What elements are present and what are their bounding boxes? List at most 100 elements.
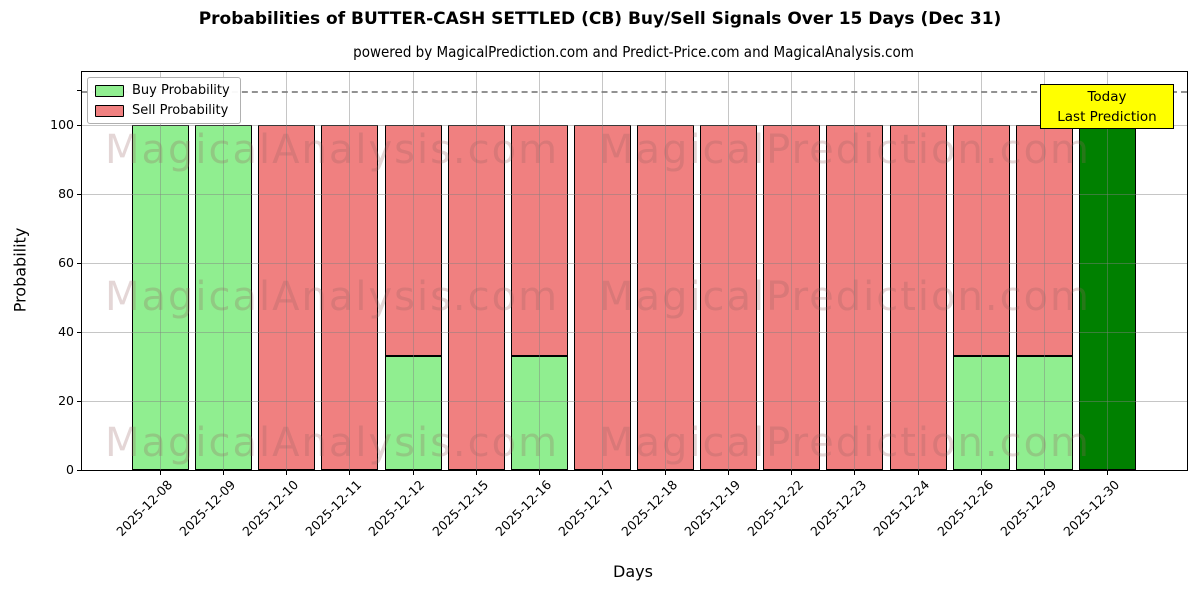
x-axis-tick	[917, 470, 919, 475]
x-axis-tick	[1106, 470, 1108, 475]
bar-2025-12-23	[826, 125, 884, 470]
x-tick-label: 2025-12-19	[681, 477, 744, 539]
bar-segment-buy-probability	[510, 356, 568, 470]
x-axis-tick	[160, 470, 161, 475]
x-axis-tick	[980, 470, 982, 475]
bar-2025-12-19	[700, 125, 758, 470]
bar-segment-buy-probability	[384, 356, 442, 470]
vertical-gridline	[917, 72, 919, 470]
chart-subtitle: powered by MagicalPrediction.com and Pre…	[353, 43, 914, 61]
bar-2025-12-08	[132, 125, 189, 470]
bar-2025-12-10	[258, 125, 316, 470]
horizontal-gridline	[82, 262, 1187, 264]
bar-segment-buy-probability	[1015, 356, 1073, 470]
y-axis-tick	[77, 331, 82, 333]
legend: Buy Probability Sell Probability	[87, 77, 241, 124]
x-axis-label: Days	[613, 562, 653, 581]
legend-entry-buy: Buy Probability	[95, 83, 230, 98]
horizontal-gridline	[82, 193, 1187, 195]
chart-title: Probabilities of BUTTER-CASH SETTLED (CB…	[198, 9, 1002, 29]
x-axis-tick	[538, 470, 540, 475]
bar-2025-12-29	[1015, 125, 1073, 470]
bar-segment-sell-probability	[952, 125, 1010, 357]
y-axis-tick	[77, 193, 82, 195]
horizontal-gridline	[82, 331, 1187, 333]
x-axis-tick	[475, 470, 477, 475]
bar-2025-12-12	[384, 125, 442, 470]
bar-segment-today-prediction	[1078, 125, 1136, 470]
bar-segment-buy-probability	[132, 125, 189, 470]
vertical-gridline	[791, 72, 793, 470]
y-tick-label: 0	[66, 462, 74, 477]
x-tick-label: 2025-12-15	[428, 477, 491, 539]
vertical-gridline	[223, 72, 225, 470]
bar-2025-12-18	[637, 125, 695, 470]
threshold-dashed-line	[82, 90, 1187, 93]
vertical-gridline	[665, 72, 667, 470]
y-axis-minor-tick	[77, 90, 82, 92]
x-axis-tick	[665, 470, 667, 475]
bar-2025-12-16	[510, 125, 568, 470]
grid-layer	[82, 72, 1187, 470]
y-tick-label: 80	[58, 186, 74, 202]
x-tick-label: 2025-12-11	[302, 477, 365, 539]
bar-segment-sell-probability	[700, 125, 758, 470]
today-annotation-line1: Today	[1087, 88, 1127, 105]
y-axis-tick	[77, 262, 82, 264]
bar-2025-12-24	[889, 125, 947, 470]
x-tick-label: 2025-12-09	[176, 477, 239, 539]
vertical-gridline	[538, 72, 540, 470]
bar-segment-sell-probability	[384, 125, 442, 357]
bar-segment-sell-probability	[826, 125, 884, 470]
x-axis-tick	[412, 470, 414, 475]
x-tick-label: 2025-12-29	[996, 477, 1059, 539]
vertical-gridline	[412, 72, 414, 470]
vertical-gridline	[728, 72, 730, 470]
vertical-gridline	[475, 72, 477, 470]
x-tick-label: 2025-12-12	[365, 477, 428, 539]
vertical-gridline	[601, 72, 603, 470]
x-axis-tick	[286, 470, 288, 475]
x-tick-label: 2025-12-26	[933, 477, 996, 539]
buy-color-swatch-icon	[95, 84, 124, 97]
x-tick-label: 2025-12-23	[807, 477, 870, 539]
sell-color-swatch-icon	[95, 104, 124, 117]
x-tick-label: 2025-12-10	[239, 477, 302, 539]
horizontal-gridline	[82, 400, 1187, 402]
vertical-gridline	[854, 72, 856, 470]
bar-2025-12-17	[573, 125, 631, 470]
y-tick-label: 60	[58, 255, 74, 271]
bar-segment-sell-probability	[321, 125, 379, 470]
bar-segment-sell-probability	[889, 125, 947, 470]
bar-segment-sell-probability	[573, 125, 631, 470]
x-tick-label: 2025-12-24	[870, 477, 933, 539]
vertical-gridline	[286, 72, 288, 470]
y-axis-tick	[77, 400, 82, 402]
bar-segment-buy-probability	[952, 356, 1010, 470]
bar-segment-buy-probability	[195, 125, 253, 470]
horizontal-gridline	[82, 124, 1187, 126]
x-tick-label: 2025-12-30	[1060, 477, 1123, 539]
plot-area: 0 20 40 60 80 100 2025-12-08 2025-12-09 2025-12-…	[50, 71, 1188, 539]
x-tick-label: 2025-12-08	[113, 477, 176, 539]
vertical-gridline	[160, 72, 161, 470]
bar-2025-12-30	[1078, 125, 1136, 470]
bar-2025-12-15	[447, 125, 505, 470]
x-tick-label: 2025-12-22	[744, 477, 807, 539]
vertical-gridline	[1043, 72, 1045, 470]
bars-layer	[82, 72, 1187, 470]
today-annotation-line2: Last Prediction	[1057, 108, 1157, 125]
bar-segment-sell-probability	[1015, 125, 1073, 357]
x-axis-tick	[349, 470, 351, 475]
x-axis-tick	[728, 470, 730, 475]
x-axis-tick	[791, 470, 793, 475]
legend-label-sell: Sell Probability	[132, 103, 229, 118]
vertical-gridline	[1106, 72, 1108, 470]
x-axis-tick	[1043, 470, 1045, 475]
y-tick-label: 100	[50, 117, 74, 133]
legend-label-buy: Buy Probability	[132, 83, 230, 98]
x-axis-tick	[854, 470, 856, 475]
bar-segment-sell-probability	[763, 125, 821, 470]
bar-segment-sell-probability	[637, 125, 695, 470]
